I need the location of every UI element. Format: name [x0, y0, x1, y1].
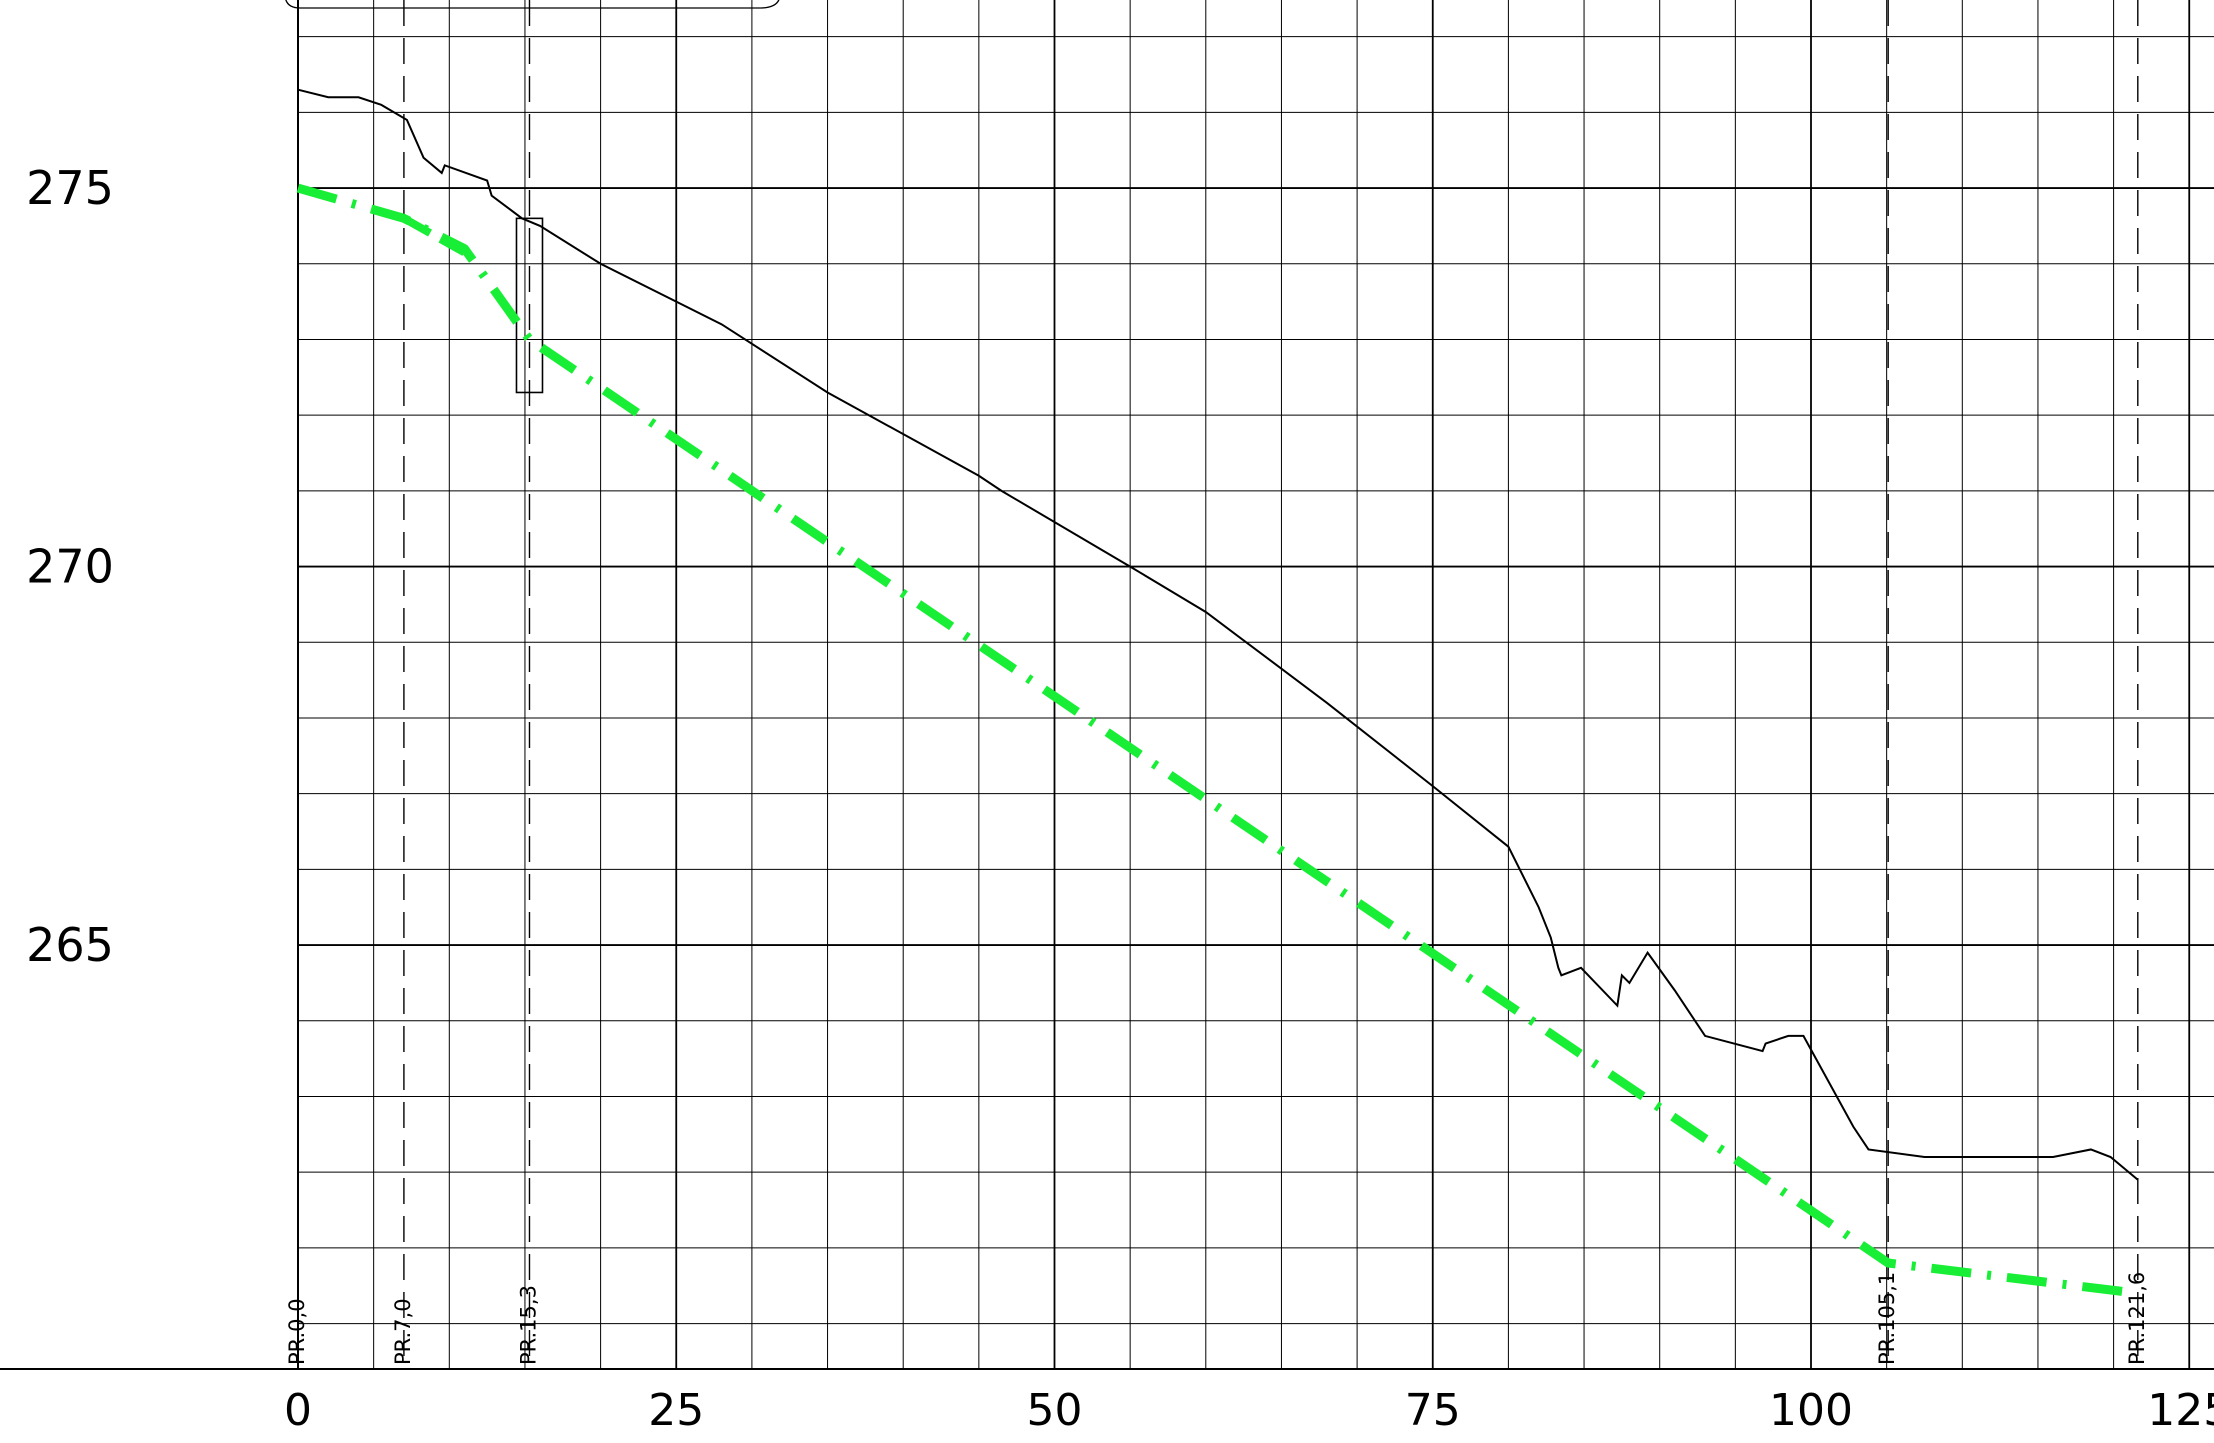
x-tick-label: 0: [284, 1385, 312, 1436]
title-frame: [285, 0, 780, 9]
chart-decorations: [285, 0, 780, 9]
station-label: PR.105,1: [1875, 1272, 1899, 1365]
tick-labels: 0 25 50 75 100 125 265 270 275: [26, 161, 2214, 1436]
design-grade-line: [296, 183, 2139, 1298]
y-tick-label: 265: [26, 918, 114, 972]
station-lines: PR.0,0 PR.7,0 PR.15,3 PR.105,1 PR.121,6: [285, 0, 2149, 1369]
y-tick-label: 270: [26, 540, 114, 594]
x-tick-label: 50: [1027, 1385, 1083, 1436]
station-label: PR.7,0: [391, 1298, 415, 1365]
x-tick-label: 75: [1405, 1385, 1461, 1436]
structure-box: [515, 217, 544, 394]
y-tick-label: 275: [26, 161, 114, 215]
design-grade-branch: [401, 214, 467, 256]
series-layer: [296, 88, 2139, 1298]
station-label: PR.15,3: [516, 1285, 540, 1365]
station-label: PR.121,6: [2125, 1272, 2149, 1365]
terrain-line: [297, 88, 2139, 1181]
x-tick-label: 125: [2147, 1385, 2214, 1436]
station-label: PR.0,0: [285, 1298, 309, 1365]
x-tick-label: 100: [1769, 1385, 1853, 1436]
grid: [0, 0, 2214, 1370]
x-tick-label: 25: [648, 1385, 704, 1436]
